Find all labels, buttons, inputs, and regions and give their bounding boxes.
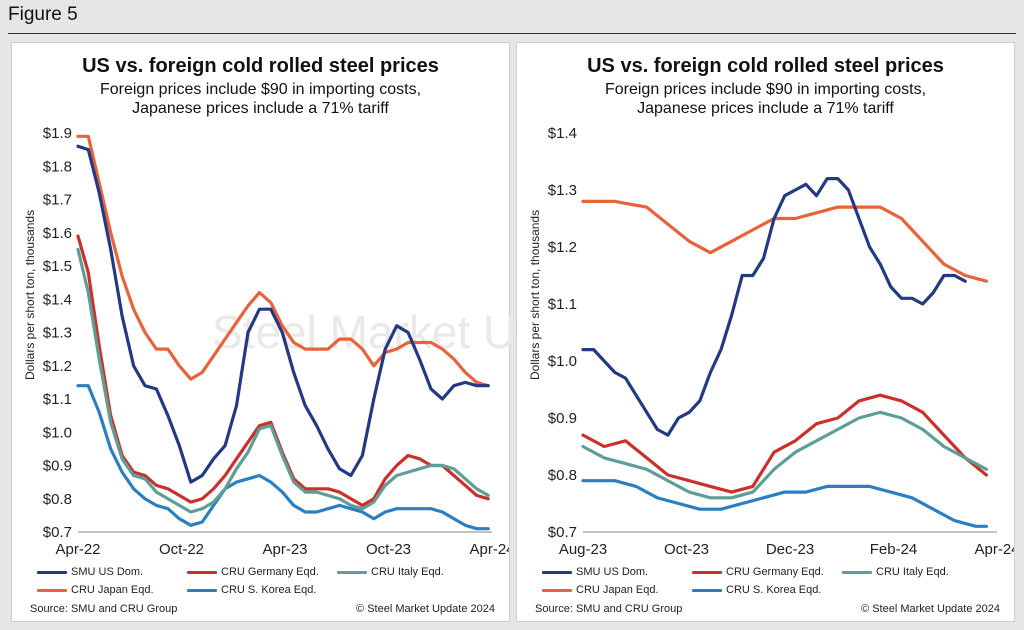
chart-subtitle-line-1: Foreign prices include $90 in importing … [99, 81, 422, 98]
series-line-smu-us-dom [581, 177, 967, 437]
y-tick-label: $0.9 [548, 410, 577, 427]
series-line-cru-s-korea-eqd [581, 479, 988, 528]
y-tick-label: $1.3 [43, 325, 72, 342]
series-line-cru-germany-eqd [581, 393, 988, 494]
legend-label: CRU Japan Eqd. [71, 584, 154, 596]
chart-subtitle-line-2: Japanese prices include a 71% tariff [637, 100, 894, 117]
series-line-cru-italy-eqd [581, 410, 988, 500]
x-tick-label: Apr-24 [469, 541, 509, 558]
x-tick-label: Apr-23 [262, 541, 307, 558]
y-tick-label: $0.7 [548, 524, 577, 541]
legend-item: CRU Germany Eqd. [187, 566, 319, 578]
legend-swatch [842, 570, 872, 574]
y-tick-label: $1.3 [548, 182, 577, 199]
legend-item: CRU Japan Eqd. [37, 584, 154, 596]
legend-swatch [337, 570, 367, 574]
y-tick-label: $0.8 [548, 467, 577, 484]
source-note: Source: SMU and CRU Group [30, 603, 178, 615]
y-tick-label: $1.4 [548, 125, 577, 142]
y-tick-label: $1.0 [43, 424, 72, 441]
y-tick-label: $1.2 [548, 239, 577, 256]
y-tick-label: $1.4 [43, 291, 72, 308]
x-tick-label: Dec-23 [766, 541, 814, 558]
series-line-cru-s-korea-eqd [76, 384, 490, 531]
y-tick-label: $0.9 [43, 458, 72, 475]
legend-item: CRU Italy Eqd. [337, 566, 444, 578]
legend-item: CRU S. Korea Eqd. [692, 584, 821, 596]
line-chart-left: $0.7 $0.8 $0.9 $1.0 $1.1 $1.2 $1.3 $1.4 $1.5 $1.6… [43, 125, 509, 558]
y-tick-label: $1.7 [43, 192, 72, 209]
legend-swatch [542, 570, 572, 574]
legend-label: CRU S. Korea Eqd. [726, 584, 822, 596]
legend-label: CRU Italy Eqd. [371, 566, 444, 578]
legend-label: SMU US Dom. [576, 566, 649, 578]
legend-item: SMU US Dom. [37, 566, 143, 578]
y-tick-label: $1.9 [43, 125, 72, 142]
legend-item: CRU Japan Eqd. [542, 584, 659, 596]
copyright-note: © Steel Market Update 2024 [861, 603, 1000, 615]
series-line-cru-germany-eqd [76, 234, 490, 507]
legend-swatch [187, 570, 217, 574]
chart-subtitle-line-1: Foreign prices include $90 in importing … [604, 81, 927, 98]
chart-title: US vs. foreign cold rolled steel prices [587, 55, 944, 77]
legend-swatch [692, 570, 722, 574]
x-tick-label: Aug-23 [559, 541, 607, 558]
legend-label: CRU Italy Eqd. [876, 566, 949, 578]
x-tick-label: Apr-22 [55, 541, 100, 558]
legend-label: CRU S. Korea Eqd. [221, 584, 317, 596]
legend-item: SMU US Dom. [542, 566, 648, 578]
legend-item: CRU S. Korea Eqd. [187, 584, 316, 596]
series-line-cru-japan-eqd [76, 134, 490, 388]
legend-swatch [187, 588, 217, 592]
figure-divider [8, 33, 1016, 34]
legend-right: SMU US Dom. CRU Germany Eqd. CRU Italy Eqd… [542, 566, 1012, 602]
y-tick-label: $1.8 [43, 158, 72, 175]
x-tick-label: Oct-23 [664, 541, 709, 558]
legend-label: CRU Germany Eqd. [221, 566, 319, 578]
legend-item: CRU Italy Eqd. [842, 566, 949, 578]
legend-swatch [37, 588, 67, 592]
y-tick-label: $1.0 [548, 353, 577, 370]
legend-swatch [542, 588, 572, 592]
series-line-smu-us-dom [76, 144, 490, 484]
x-tick-label: Apr-24 [974, 541, 1014, 558]
copyright-note: © Steel Market Update 2024 [356, 603, 495, 615]
legend-swatch [37, 570, 67, 574]
y-tick-label: $1.2 [43, 358, 72, 375]
x-tick-label: Oct-23 [366, 541, 411, 558]
legend-item: CRU Germany Eqd. [692, 566, 824, 578]
y-tick-label: $1.1 [43, 391, 72, 408]
chart-title: US vs. foreign cold rolled steel prices [82, 55, 439, 77]
line-chart-right: $0.7 $0.8 $0.9 $1.0 $1.1 $1.2 $1.3 $1.4 Aug-23 Oc… [548, 125, 1014, 558]
legend-left: SMU US Dom. CRU Germany Eqd. CRU Italy Eqd… [37, 566, 507, 602]
chart-panel-right: US vs. foreign cold rolled steel prices … [516, 42, 1015, 622]
y-tick-label: $0.8 [43, 491, 72, 508]
y-tick-label: $1.6 [43, 225, 72, 242]
series-line-cru-japan-eqd [581, 199, 988, 283]
figure-label: Figure 5 [8, 4, 78, 25]
chart-panel-left: Steel Market Update US vs. foreign cold … [11, 42, 631, 622]
legend-label: SMU US Dom. [71, 566, 144, 578]
x-tick-label: Feb-24 [870, 541, 918, 558]
y-tick-label: $1.1 [548, 296, 577, 313]
source-note: Source: SMU and CRU Group [535, 603, 683, 615]
x-tick-label: Oct-22 [159, 541, 204, 558]
chart-subtitle-line-2: Japanese prices include a 71% tariff [132, 100, 389, 117]
series-line-cru-italy-eqd [76, 247, 490, 514]
legend-label: CRU Germany Eqd. [726, 566, 824, 578]
legend-swatch [692, 588, 722, 592]
legend-label: CRU Japan Eqd. [576, 584, 659, 596]
y-tick-label: $0.7 [43, 524, 72, 541]
y-tick-label: $1.5 [43, 258, 72, 275]
